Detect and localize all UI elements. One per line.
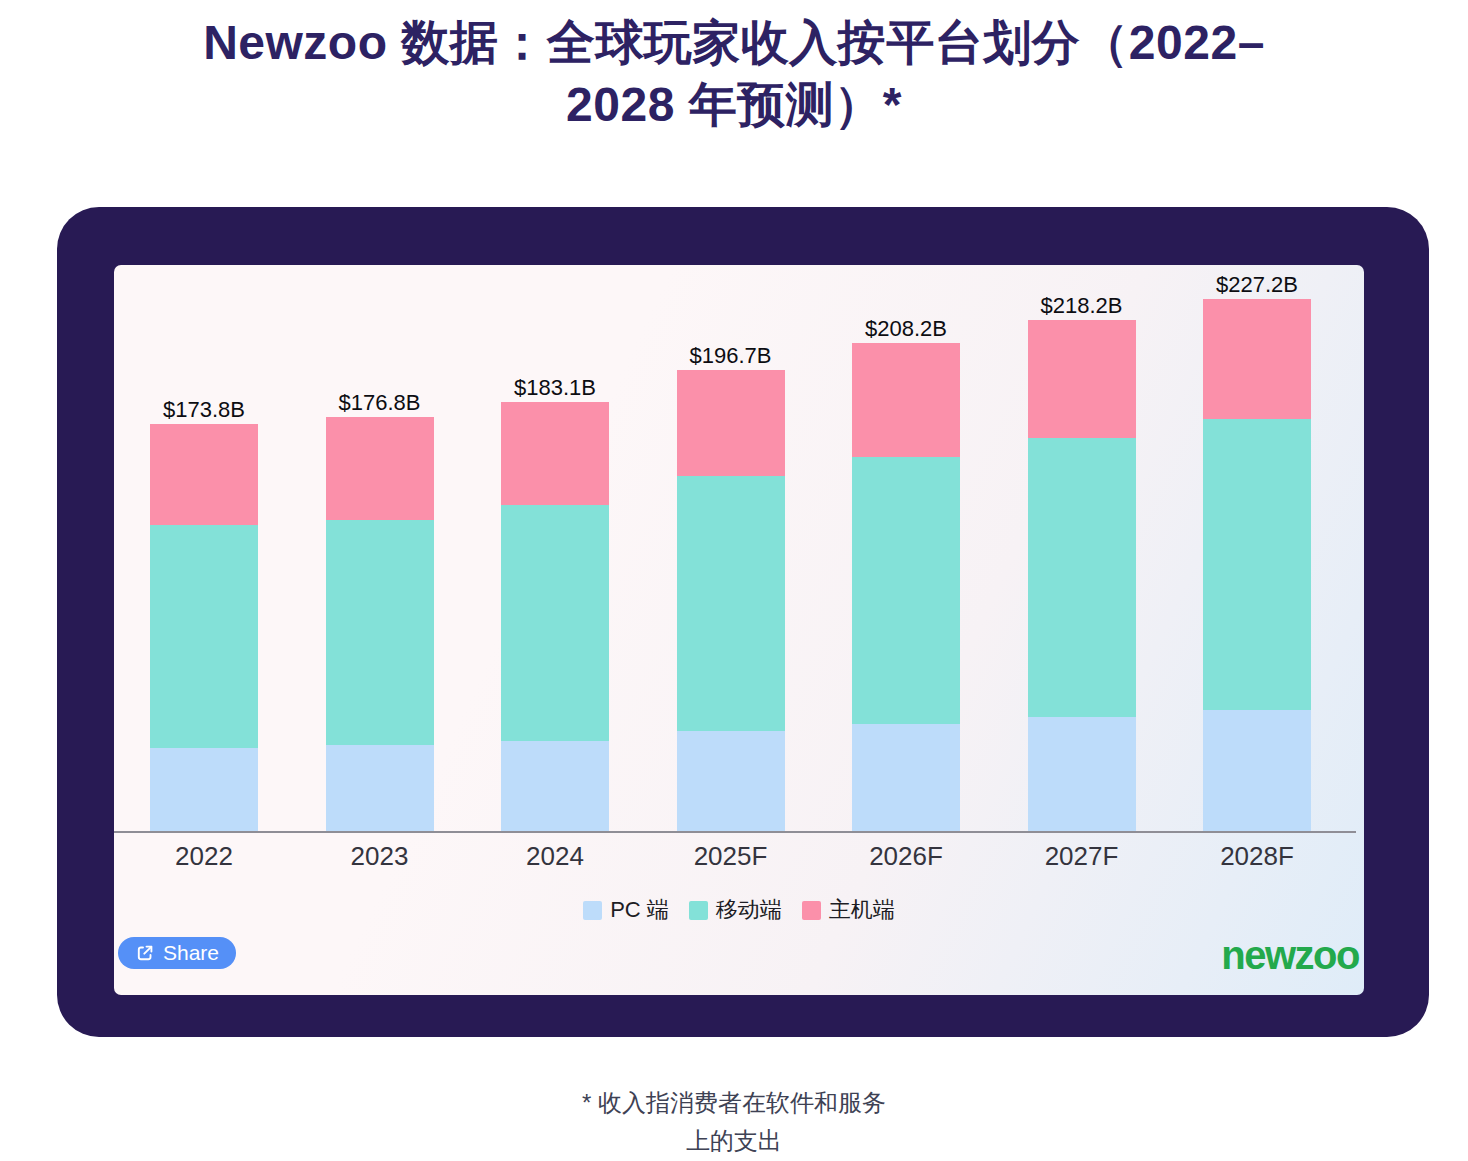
total-label-2026F: $208.2B [826, 317, 986, 341]
x-axis-label-2026F: 2026F [826, 841, 986, 871]
bar-segment-PC 端-2026F [852, 724, 960, 831]
page: Newzoo 数据：全球玩家收入按平台划分（2022– 2028 年预测）* $1… [0, 0, 1468, 1161]
footnote-line1: * 收入指消费者在软件和服务 [582, 1089, 886, 1116]
total-label-2027F: $218.2B [1002, 294, 1162, 318]
total-label-2028F: $227.2B [1177, 273, 1337, 297]
bar-segment-移动端-2028F [1203, 419, 1311, 710]
total-label-2025F: $196.7B [651, 344, 811, 368]
bar-segment-主机端-2022 [150, 424, 258, 525]
bar-2026F [852, 343, 960, 831]
bar-segment-PC 端-2022 [150, 748, 258, 831]
x-axis-label-2023: 2023 [300, 841, 460, 871]
total-label-2024: $183.1B [475, 376, 635, 400]
total-label-2022: $173.8B [124, 398, 284, 422]
x-axis-label-2028F: 2028F [1177, 841, 1337, 871]
x-axis-label-2027F: 2027F [1002, 841, 1162, 871]
legend-label-移动端: 移动端 [716, 895, 782, 925]
bar-segment-PC 端-2027F [1028, 717, 1136, 831]
title-line1: Newzoo 数据：全球玩家收入按平台划分（2022– [203, 16, 1265, 69]
legend-label-PC 端: PC 端 [610, 895, 669, 925]
x-axis-label-2025F: 2025F [651, 841, 811, 871]
bar-2027F [1028, 320, 1136, 831]
bar-segment-移动端-2023 [326, 520, 434, 745]
bar-2023 [326, 417, 434, 831]
bar-segment-移动端-2022 [150, 525, 258, 748]
bar-segment-主机端-2026F [852, 343, 960, 457]
bar-segment-主机端-2023 [326, 417, 434, 520]
bar-segment-移动端-2026F [852, 457, 960, 724]
bar-segment-主机端-2025F [677, 370, 785, 476]
bar-segment-PC 端-2024 [501, 741, 609, 831]
bar-segment-主机端-2024 [501, 402, 609, 505]
legend-item-PC 端: PC 端 [583, 895, 669, 925]
bar-segment-PC 端-2025F [677, 731, 785, 831]
bar-segment-主机端-2028F [1203, 299, 1311, 419]
legend-swatch-PC 端 [583, 901, 602, 920]
title-line2: 2028 年预测）* [566, 78, 902, 131]
share-button[interactable]: Share [118, 937, 236, 969]
share-button-label: Share [163, 941, 219, 965]
chart-card: $173.8B 2022 $176.8B 2023 $183.1B 2024 $196.7B… [57, 207, 1429, 1037]
x-axis-line [114, 831, 1356, 833]
bar-segment-PC 端-2023 [326, 745, 434, 831]
legend: PC 端 移动端 主机端 [114, 895, 1364, 925]
x-axis-label-2024: 2024 [475, 841, 635, 871]
plot-area: $173.8B 2022 $176.8B 2023 $183.1B 2024 $196.7B… [114, 265, 1364, 995]
bar-segment-主机端-2027F [1028, 320, 1136, 438]
legend-swatch-移动端 [689, 901, 708, 920]
bar-segment-移动端-2024 [501, 505, 609, 741]
legend-swatch-主机端 [802, 901, 821, 920]
bar-2028F [1203, 299, 1311, 831]
legend-item-移动端: 移动端 [689, 895, 782, 925]
page-title: Newzoo 数据：全球玩家收入按平台划分（2022– 2028 年预测）* [0, 12, 1468, 136]
bar-2022 [150, 424, 258, 831]
bar-segment-PC 端-2028F [1203, 710, 1311, 831]
footnote-line2: 上的支出 [686, 1127, 782, 1154]
newzoo-logo: newzoo [1221, 936, 1359, 974]
legend-label-主机端: 主机端 [829, 895, 895, 925]
footnote: * 收入指消费者在软件和服务上的支出 [0, 1084, 1468, 1160]
bar-2024 [501, 402, 609, 831]
x-axis-label-2022: 2022 [124, 841, 284, 871]
legend-item-主机端: 主机端 [802, 895, 895, 925]
total-label-2023: $176.8B [300, 391, 460, 415]
bar-2025F [677, 370, 785, 831]
share-icon [135, 943, 155, 963]
bar-segment-移动端-2027F [1028, 438, 1136, 718]
bar-segment-移动端-2025F [677, 476, 785, 731]
chart-area: $173.8B 2022 $176.8B 2023 $183.1B 2024 $196.7B… [114, 265, 1364, 995]
